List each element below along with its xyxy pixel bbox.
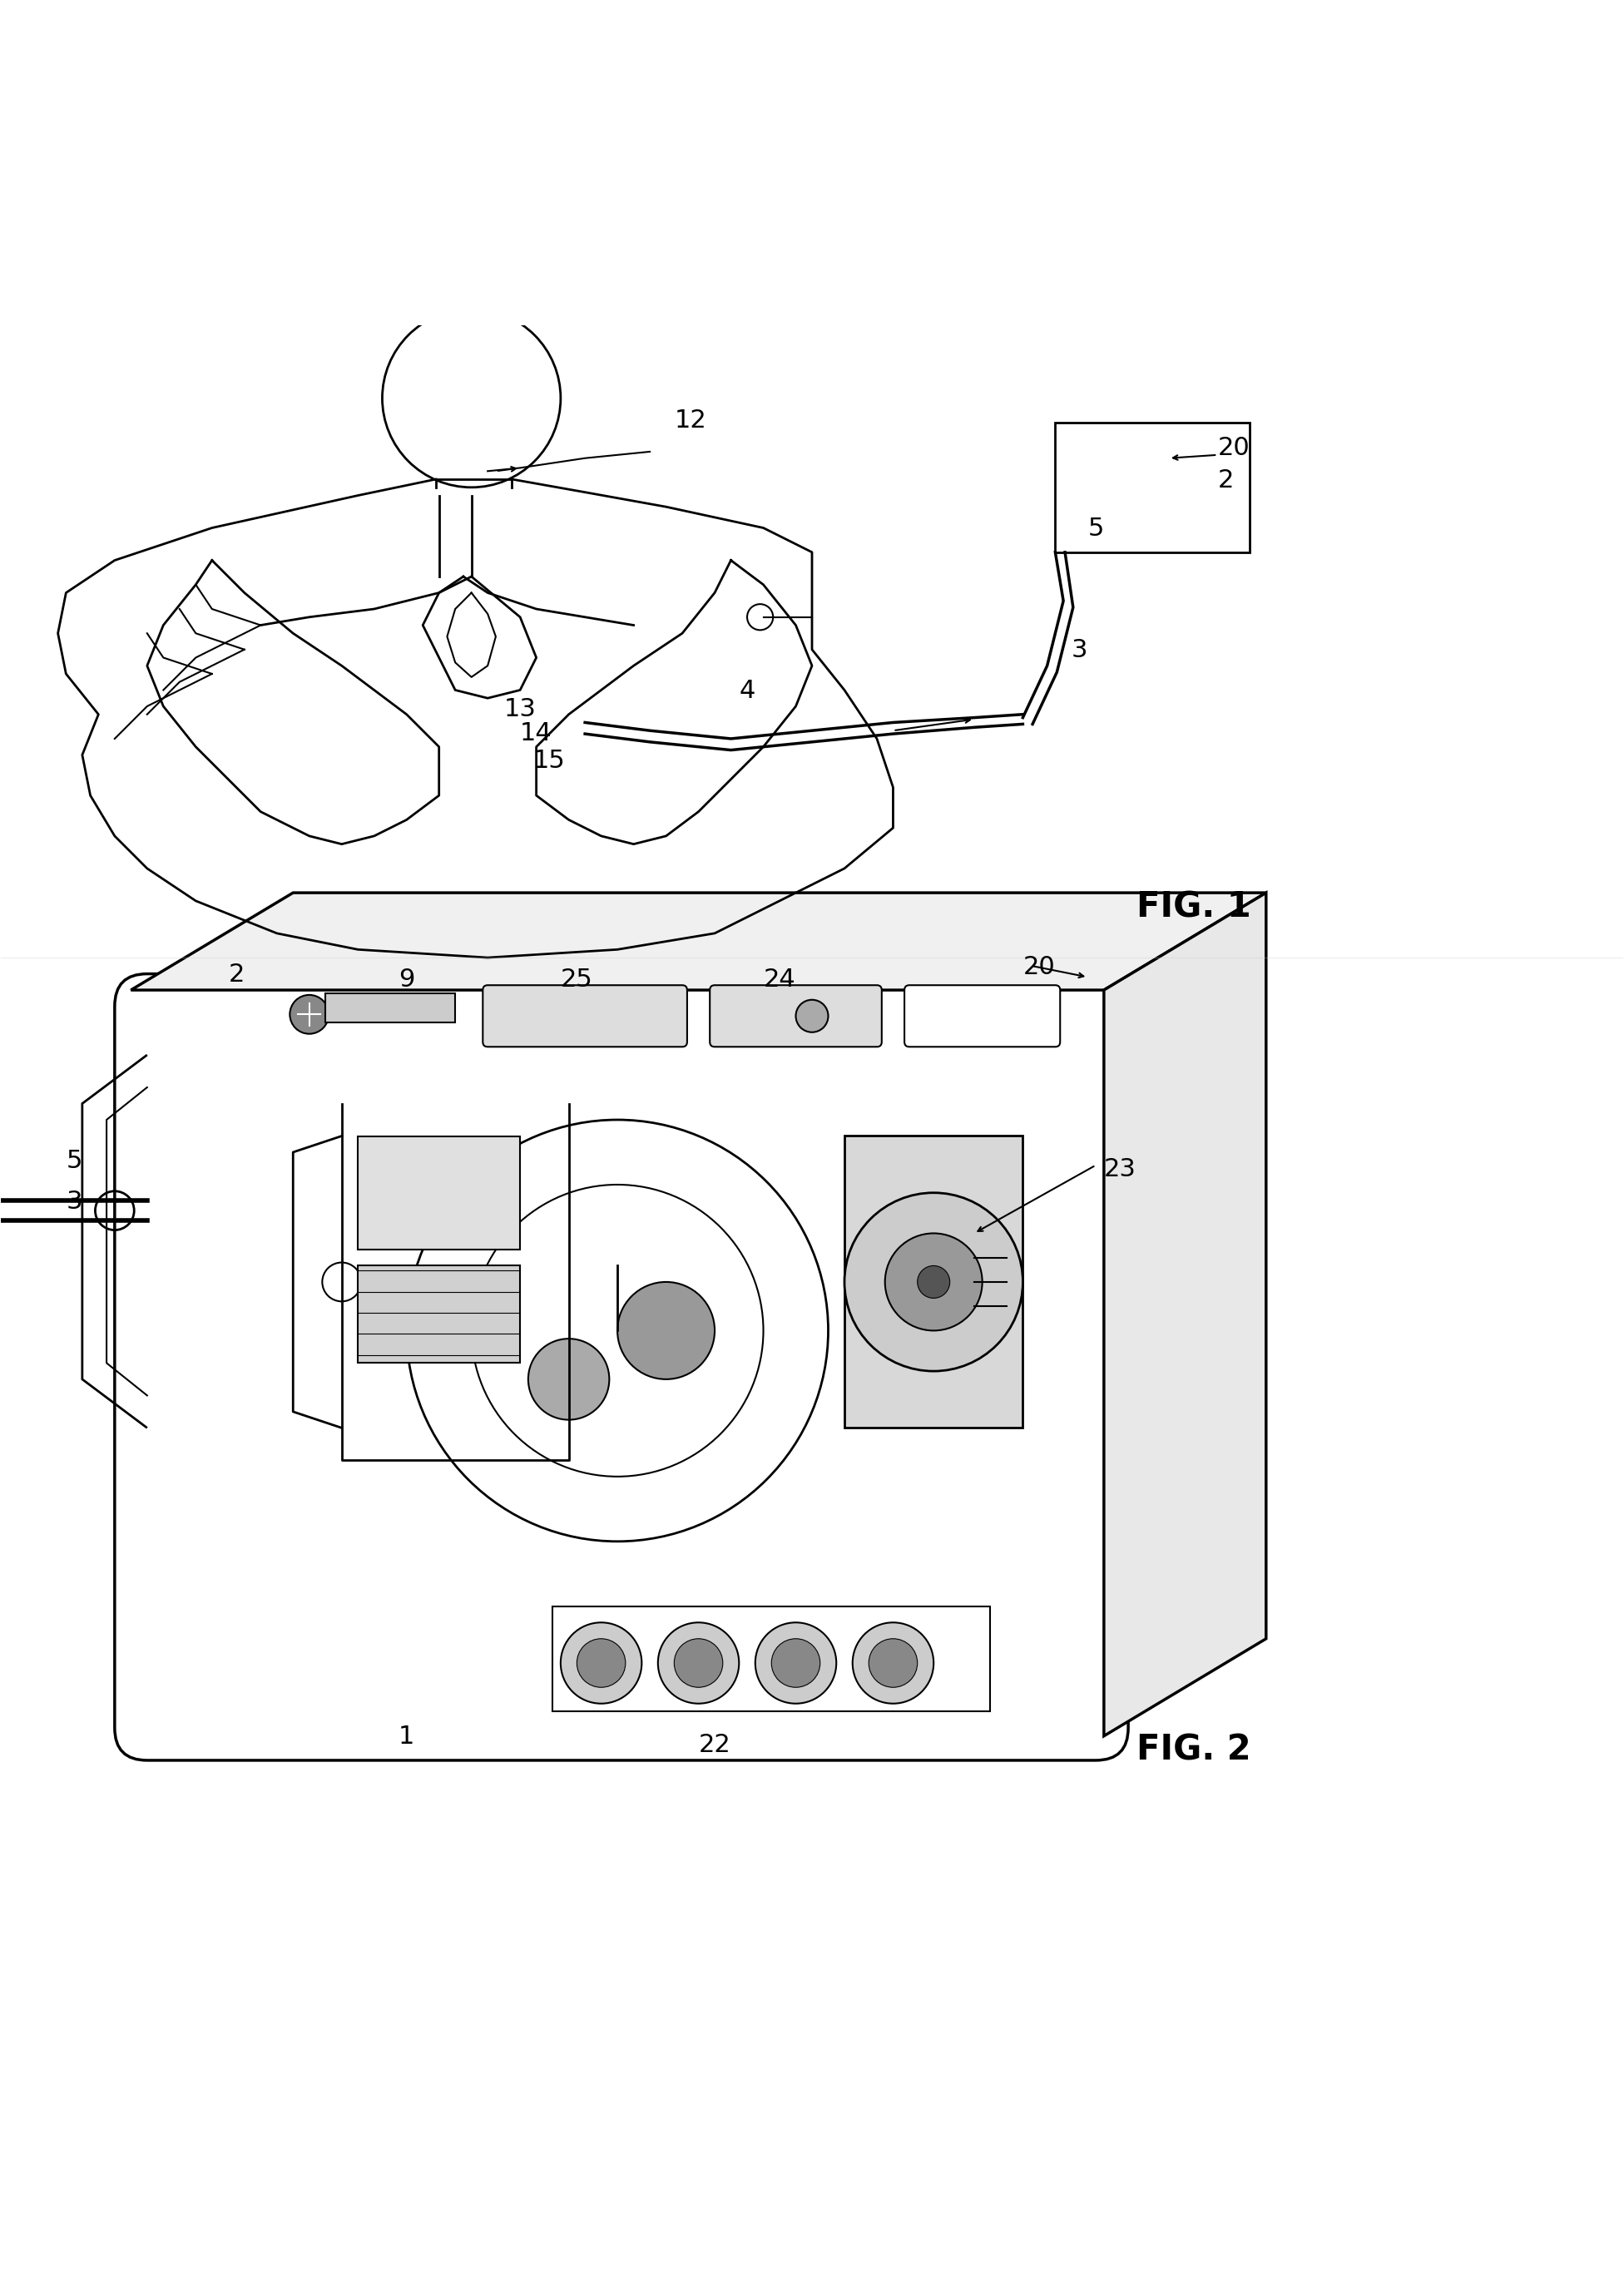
Text: 24: 24 [763,968,796,993]
Circle shape [577,1638,625,1688]
Text: 2: 2 [1218,468,1234,493]
Text: 1: 1 [398,1724,414,1749]
Circle shape [869,1638,918,1688]
Text: 15: 15 [533,750,565,772]
Polygon shape [1104,893,1267,1736]
Text: 20: 20 [1023,954,1056,979]
Text: 22: 22 [698,1734,731,1756]
FancyBboxPatch shape [710,986,882,1047]
Bar [844,1136,1023,1427]
Text: 5: 5 [67,1150,83,1172]
Text: 4: 4 [739,679,755,702]
FancyBboxPatch shape [905,986,1060,1047]
Text: 20: 20 [1218,436,1249,459]
Circle shape [853,1622,934,1704]
Text: 2: 2 [229,963,244,986]
Circle shape [560,1622,641,1704]
Text: 3: 3 [1072,638,1088,663]
Text: 25: 25 [560,968,593,993]
FancyBboxPatch shape [482,986,687,1047]
Circle shape [674,1638,723,1688]
Text: 13: 13 [503,698,536,720]
Circle shape [885,1234,983,1331]
Bar [325,993,455,1022]
Polygon shape [132,893,1267,991]
Text: 12: 12 [674,409,706,432]
FancyBboxPatch shape [1056,423,1250,552]
Circle shape [617,1281,715,1379]
Text: FIG. 2: FIG. 2 [1137,1734,1250,1768]
Circle shape [844,1193,1023,1370]
Bar [357,1136,520,1250]
Circle shape [918,1266,950,1297]
Text: FIG. 1: FIG. 1 [1137,891,1250,925]
FancyBboxPatch shape [115,975,1129,1761]
Text: 14: 14 [520,720,552,745]
Circle shape [658,1622,739,1704]
Circle shape [755,1622,836,1704]
Circle shape [796,1000,828,1031]
Circle shape [289,995,328,1034]
Text: 3: 3 [67,1191,83,1213]
Text: 9: 9 [398,968,414,993]
Text: 5: 5 [1088,516,1104,541]
Circle shape [528,1338,609,1420]
Bar [552,1606,991,1711]
Circle shape [771,1638,820,1688]
Bar [357,1266,520,1363]
Text: 23: 23 [1104,1156,1137,1181]
